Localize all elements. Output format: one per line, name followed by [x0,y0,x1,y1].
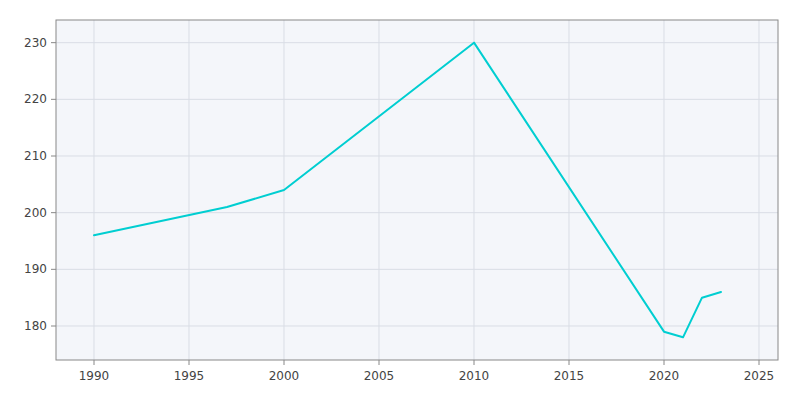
y-grid-line [56,156,778,157]
y-tick [51,42,56,43]
x-tick-label: 2000 [269,369,300,383]
chart-container: 1990 1995 2000 2005 2010 2015 2020 2025 180 190 20… [0,0,800,400]
x-grid-line [664,20,665,360]
x-tick [474,360,475,365]
y-grid-line [56,42,778,43]
x-tick-label: 1990 [79,369,110,383]
x-tick [569,360,570,365]
x-tick-label: 2020 [649,369,680,383]
y-tick-label: 210 [24,149,47,163]
y-grid-line [56,269,778,270]
y-tick [51,326,56,327]
x-grid-line [474,20,475,360]
x-tick [759,360,760,365]
y-tick-label: 230 [24,36,47,50]
y-tick-label: 180 [24,319,47,333]
y-tick-label: 220 [24,92,47,106]
plot-background [56,20,778,360]
x-tick [284,360,285,365]
chart-svg: 1990 1995 2000 2005 2010 2015 2020 2025 180 190 20… [0,0,800,400]
x-grid-line [759,20,760,360]
population-line [94,43,721,338]
y-tick [51,99,56,100]
x-tick [189,360,190,365]
x-grid-line [189,20,190,360]
x-tick-label: 2010 [459,369,490,383]
x-tick-label: 2015 [554,369,585,383]
grid [51,20,778,365]
x-grid-line [569,20,570,360]
tick-labels: 1990 1995 2000 2005 2010 2015 2020 2025 180 190 20… [24,36,774,383]
y-tick-label: 200 [24,206,47,220]
y-tick-label: 190 [24,262,47,276]
y-grid-line [56,326,778,327]
x-tick [379,360,380,365]
x-tick-label: 2025 [744,369,775,383]
x-grid-line [94,20,95,360]
y-tick [51,156,56,157]
y-grid-line [56,212,778,213]
x-tick [94,360,95,365]
x-grid-line [379,20,380,360]
y-tick [51,212,56,213]
plot-frame [56,20,778,360]
y-tick [51,269,56,270]
x-tick-label: 1995 [174,369,205,383]
x-tick [664,360,665,365]
x-tick-label: 2005 [364,369,395,383]
data-layer [94,43,721,338]
y-grid-line [56,99,778,100]
